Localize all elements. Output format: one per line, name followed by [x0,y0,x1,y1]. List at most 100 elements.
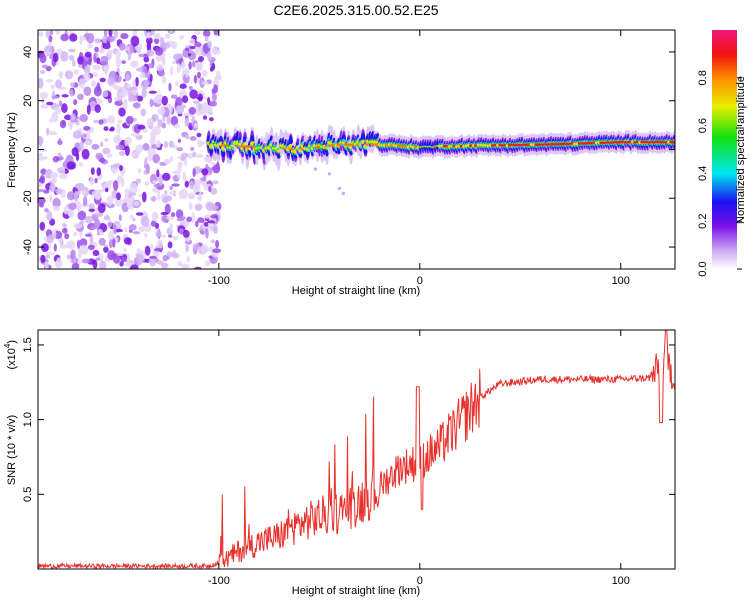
noise-blob [92,259,98,269]
noise-blob [215,70,221,79]
noise-blob [116,123,121,134]
y-tick-label: 1.5 [22,337,34,352]
noise-blob [69,122,73,130]
noise-blob [142,191,147,203]
noise-blob [108,230,115,240]
noise-blob [77,56,84,65]
noise-blob [160,262,169,269]
noise-blob [83,72,91,82]
noise-blob [151,114,159,122]
noise-blob [107,77,115,86]
noise-blob [156,260,164,265]
noise-blob [177,161,183,167]
noise-blob [197,93,204,102]
noise-blob [43,51,52,55]
noise-blob [168,140,175,148]
noise-blob [185,47,190,52]
noise-blob [81,189,87,196]
noise-blob [215,239,220,249]
noise-blob [153,248,163,252]
noise-blob [72,130,82,139]
noise-blob [196,61,202,70]
noise-blob [106,153,113,159]
noise-blob [197,196,202,201]
noise-blob [155,47,164,56]
noise-blob [48,35,53,43]
noise-blob [39,174,46,184]
noise-blob [193,123,198,129]
noise-blob [216,210,221,215]
noise-blob [103,244,109,248]
noise-blob [130,60,139,68]
noise-blob [154,32,161,40]
noise-blob [95,97,101,103]
noise-blob [164,33,171,39]
noise-blob [211,46,219,55]
noise-blob [38,152,44,157]
noise-blob [107,49,113,58]
noise-blob [186,256,191,263]
noise-blob [147,146,156,157]
noise-blob [213,30,219,36]
noise-blob [179,83,187,89]
noise-blob [197,71,201,79]
noise-blob [210,187,218,195]
noise-blob [205,227,209,239]
noise-blob [203,173,207,181]
noise-blob [142,143,150,151]
noise-blob [38,188,45,193]
noise-blob [69,88,74,98]
outlier-blob [313,167,317,171]
noise-blob [204,222,209,227]
noise-blob [45,254,51,259]
noise-blob [84,233,92,237]
noise-blob [178,190,184,196]
noise-blob [93,86,102,97]
snr-y-label: SNR (10 * v/v) [6,415,18,485]
noise-blob [136,254,144,265]
noise-blob [170,115,179,126]
noise-blob [102,90,109,98]
noise-blob [70,113,76,121]
noise-blob [95,257,101,261]
noise-blob [123,98,128,110]
snr-scale-close: ) [6,340,18,344]
noise-blob [201,81,209,85]
noise-blob [189,46,197,49]
noise-blob [193,74,197,84]
x-tick-label: 0 [417,275,423,287]
noise-blob [125,46,130,51]
noise-blob [77,210,87,221]
noise-blob [175,209,184,219]
noise-blob [210,214,219,219]
noise-blob [71,262,80,269]
noise-blob [163,158,171,165]
noise-blob [79,114,88,123]
snr-panel: -100 0 100 0.5 1.0 1.5 Height of straight li… [3,329,676,597]
noise-blob [185,134,190,140]
noise-blob [61,166,66,176]
y-tick-label: 40 [22,46,34,58]
colorbar-gradient [712,30,737,269]
noise-blob [95,207,99,214]
noise-blob [49,183,56,193]
noise-blob [86,33,95,44]
noise-blob [116,192,121,201]
noise-blob [81,148,90,160]
noise-blob [106,195,114,206]
noise-blob [128,86,138,91]
noise-blob [162,114,166,122]
y-tick-label: -40 [22,239,34,255]
noise-blob [83,140,93,146]
noise-blob [172,249,176,257]
noise-blob [85,51,92,58]
noise-blob [193,100,200,104]
noise-blob [77,239,81,249]
noise-blob [191,212,195,223]
noise-blob [161,56,166,66]
chart-title: C2E6.2025.315.00.52.E25 [273,2,438,18]
noise-blob [77,93,84,101]
noise-blob [172,235,179,241]
noise-blob [212,180,219,185]
